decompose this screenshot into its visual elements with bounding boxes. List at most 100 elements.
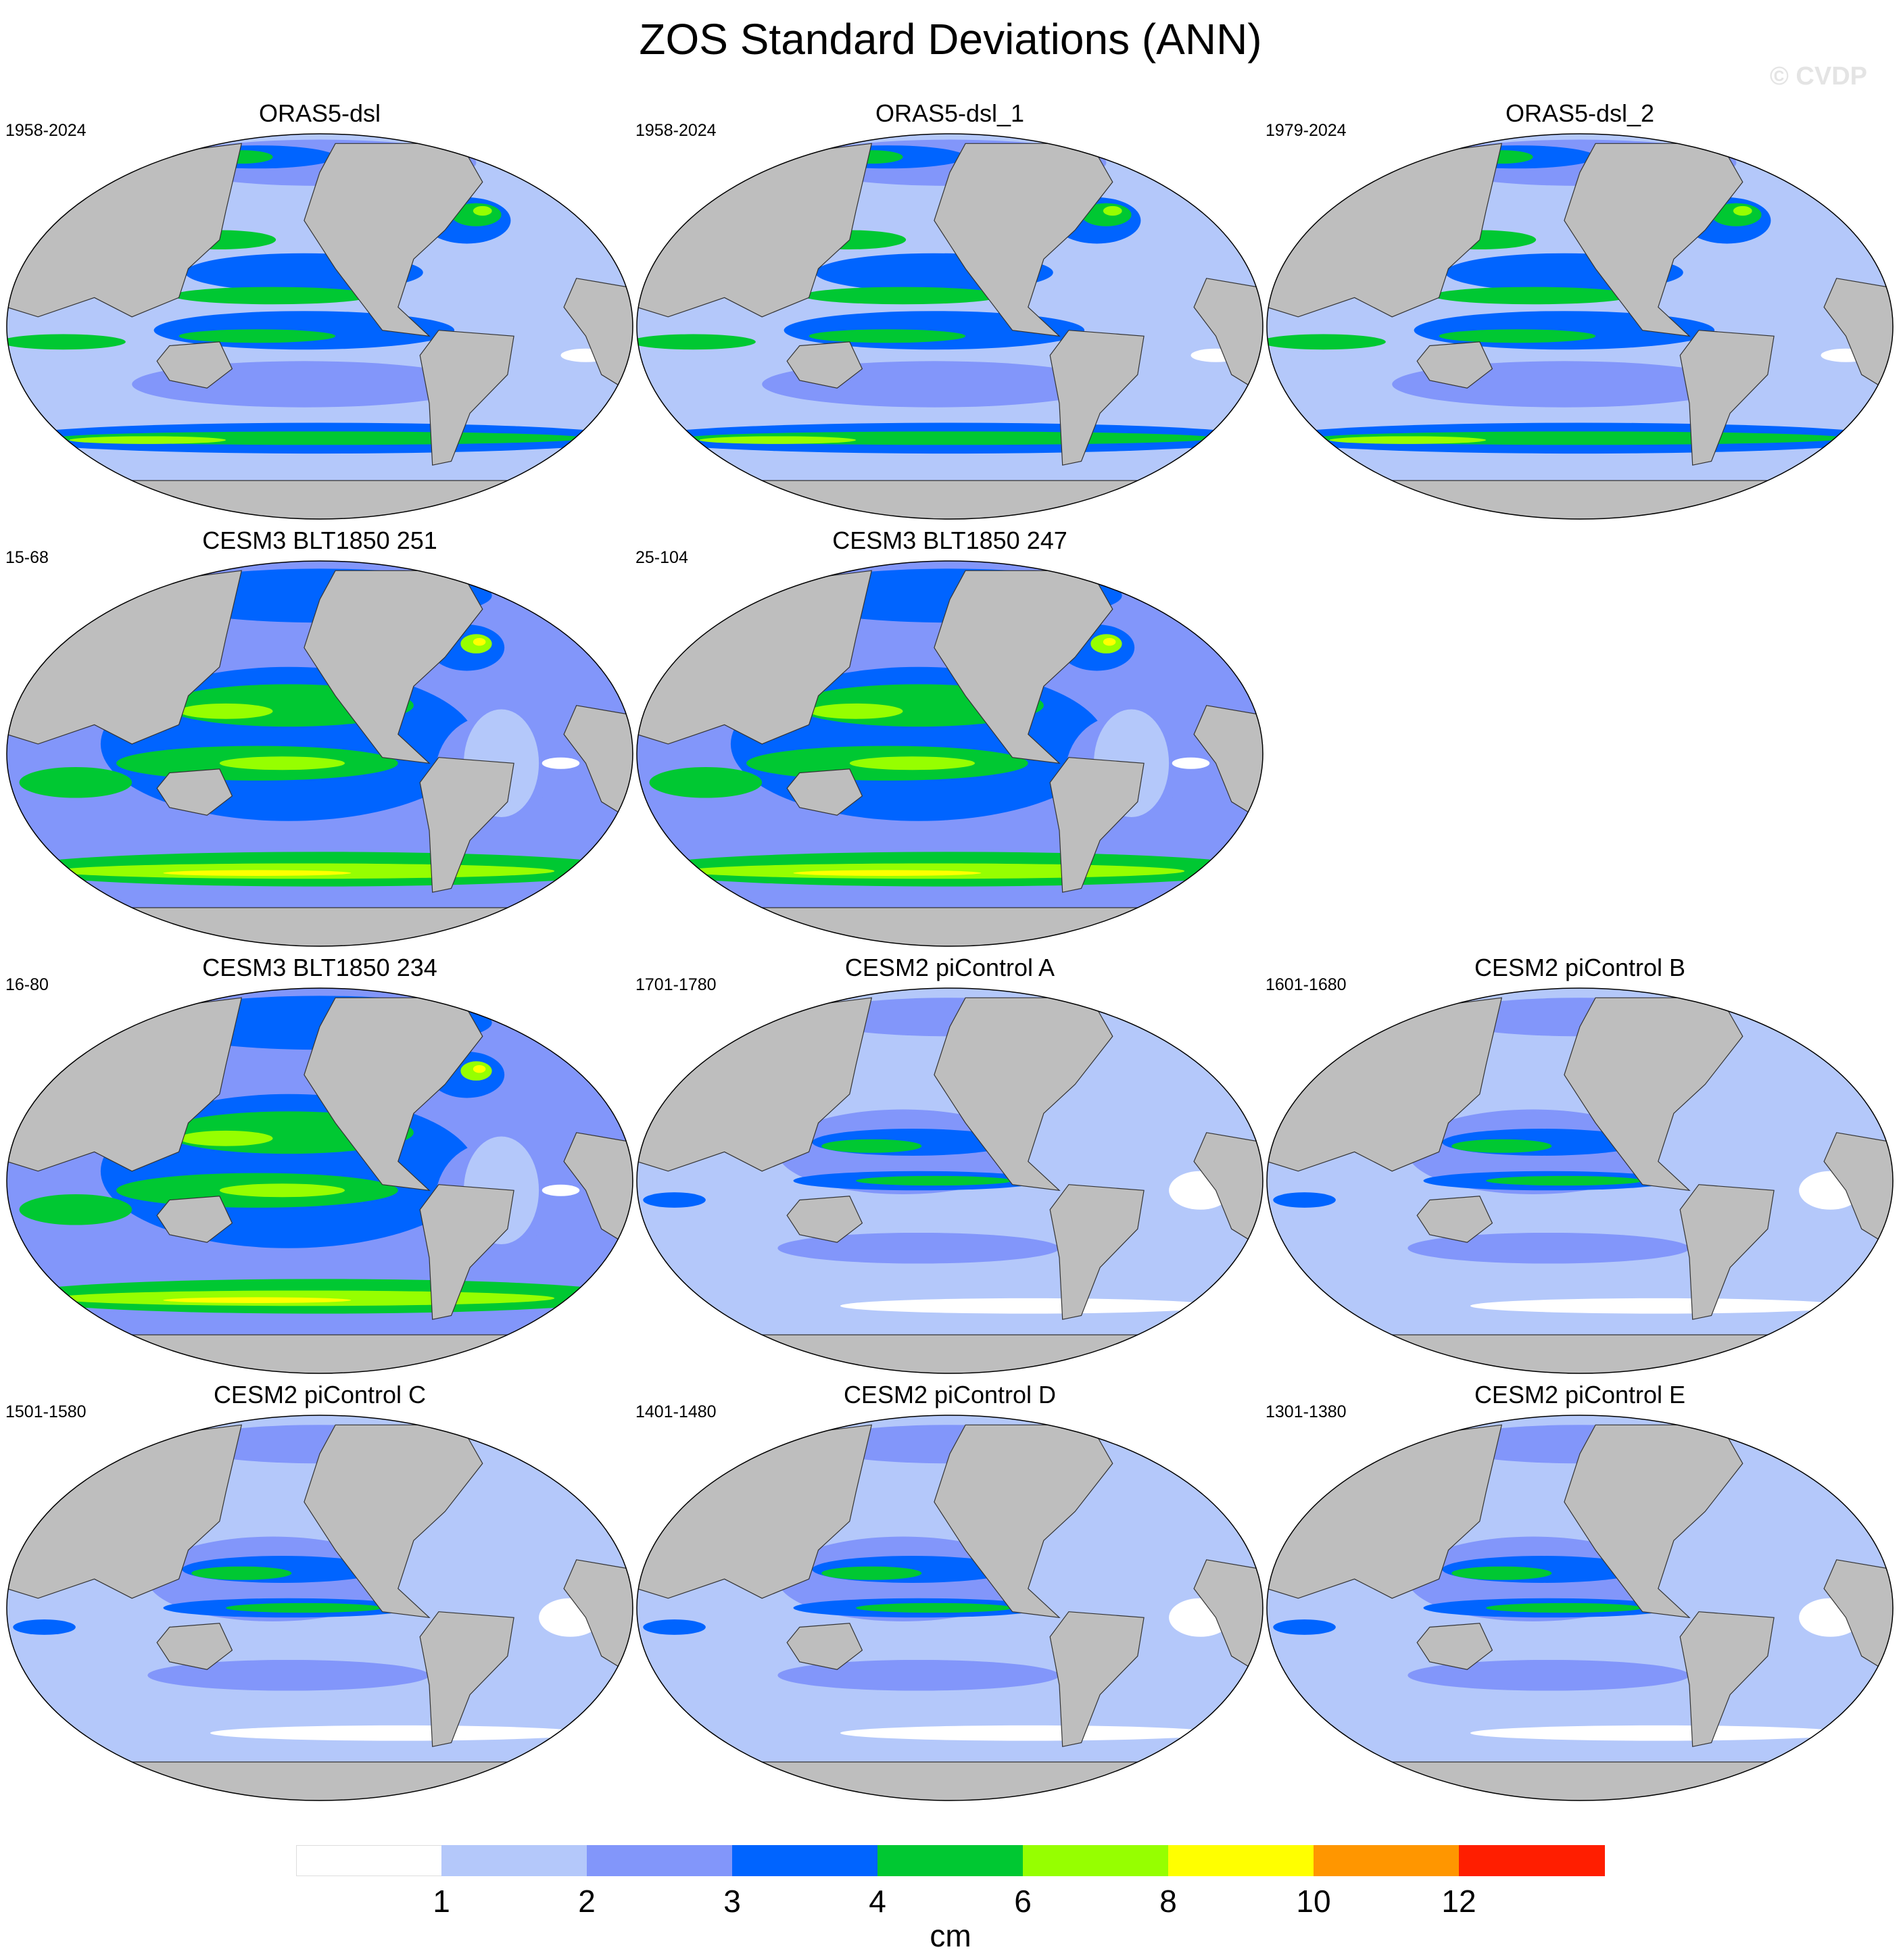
map-plot <box>6 133 633 520</box>
panel-years: 16-80 <box>5 975 49 994</box>
map-outline <box>636 560 1264 947</box>
colorbar-segment <box>441 1845 587 1876</box>
gulfstream-core <box>473 205 492 216</box>
north-america-land <box>304 1424 483 1619</box>
south-america-land <box>1049 757 1145 893</box>
panel-title: CESM2 piControl E <box>1474 1381 1686 1408</box>
south-america-land <box>419 1611 514 1747</box>
africa-land <box>1823 1559 1893 1676</box>
south-pacific-patch <box>1407 1232 1690 1264</box>
panel-title: CESM2 piControl C <box>213 1381 427 1408</box>
panel-title: CESM2 piControl B <box>1474 954 1686 981</box>
equatorial-core <box>219 756 345 770</box>
southern-ocean-core <box>163 1297 352 1303</box>
map-plot <box>6 560 633 947</box>
australia-land <box>156 1623 233 1670</box>
panel-title: CESM2 piControl A <box>844 954 1055 981</box>
panel-cesm2-picontrol-d: CESM2 piControl D 1401-1480 <box>635 1381 1264 1807</box>
panel-title: ORAS5-dsl_1 <box>875 99 1025 127</box>
panel-cesm2-picontrol-c: CESM2 piControl C 1501-1580 <box>5 1381 634 1807</box>
colorbar-segment <box>296 1845 442 1876</box>
colorbar-tick-label: 2 <box>578 1884 596 1919</box>
equatorial-core <box>1486 1602 1643 1613</box>
map-plot <box>1266 987 1894 1374</box>
antarctica-land <box>1267 480 1893 519</box>
map-plot <box>1266 133 1894 520</box>
equatorial-band <box>1433 287 1633 305</box>
panel-years: 1958-2024 <box>635 121 717 140</box>
colorbar-tick-label: 10 <box>1296 1884 1331 1919</box>
colorbar-tick-label: 8 <box>1159 1884 1177 1919</box>
indian-band <box>13 1619 76 1635</box>
panel-years: 1301-1380 <box>1266 1402 1347 1421</box>
panel-years: 1501-1580 <box>5 1402 87 1421</box>
panel-title: CESM3 BLT1850 247 <box>832 526 1067 554</box>
north-pacific-core <box>821 1139 922 1153</box>
north-america-land <box>304 997 483 1192</box>
australia-land <box>1416 1623 1493 1670</box>
indian-band <box>637 334 756 350</box>
panel-oras5-dsl: ORAS5-dsl 1958-2024 <box>5 99 634 526</box>
map-outline <box>1266 133 1894 520</box>
map-plot <box>636 560 1264 947</box>
low-variability-patch <box>1172 757 1210 769</box>
colorbar-tick-label: 3 <box>723 1884 741 1919</box>
north-america-land <box>1564 1424 1743 1619</box>
australia-land <box>1416 341 1493 389</box>
north-america-land <box>304 570 483 764</box>
antarctica-land <box>637 1334 1263 1373</box>
colorbar-segment <box>1023 1845 1169 1876</box>
indian-band <box>7 334 126 350</box>
australia-land <box>786 341 863 389</box>
north-pacific-core <box>178 1130 273 1146</box>
colorbar-segment <box>732 1845 878 1876</box>
panel-years: 1979-2024 <box>1266 121 1347 140</box>
antarctica-land <box>1267 1761 1893 1800</box>
indian-band <box>649 766 763 798</box>
low-variability-patch <box>1470 1298 1846 1314</box>
north-pacific-core <box>809 703 903 719</box>
north-america-land <box>1564 143 1743 337</box>
antarctica-land <box>7 907 633 946</box>
africa-land <box>1193 1132 1263 1249</box>
map-outline <box>6 133 633 520</box>
africa-land <box>563 278 633 395</box>
low-variability-patch <box>840 1298 1216 1314</box>
south-america-land <box>1679 330 1775 466</box>
south-america-land <box>419 1184 514 1320</box>
colorbar-tick-label: 12 <box>1441 1884 1476 1919</box>
australia-land <box>786 1623 863 1670</box>
north-america-land <box>934 570 1113 764</box>
equatorial-core <box>219 1183 345 1198</box>
panel-years: 1601-1680 <box>1266 975 1347 994</box>
north-america-land <box>304 143 483 337</box>
panel-oras5-dsl-2: ORAS5-dsl_2 1979-2024 <box>1266 99 1894 526</box>
southern-ocean-core <box>1329 436 1487 444</box>
map-plot <box>6 1415 633 1801</box>
panel-years: 1958-2024 <box>5 121 87 140</box>
north-pacific-core <box>191 1566 292 1580</box>
map-outline <box>1266 987 1894 1374</box>
map-plot <box>636 1415 1264 1801</box>
north-america-land <box>934 143 1113 337</box>
colorbar-segment <box>1168 1845 1314 1876</box>
africa-land <box>1193 278 1263 395</box>
panel-title: CESM2 piControl D <box>843 1381 1057 1408</box>
panel-cesm3-blt1850-234: CESM3 BLT1850 234 16-80 <box>5 954 634 1380</box>
equatorial-core <box>849 756 976 770</box>
colorbar-tick-label: 1 <box>433 1884 450 1919</box>
australia-land <box>786 1196 863 1243</box>
north-pacific-core <box>821 1566 922 1580</box>
panel-cesm3-blt1850-247: CESM3 BLT1850 247 25-104 <box>635 526 1264 953</box>
panel-cesm2-picontrol-e: CESM2 piControl E 1301-1380 <box>1266 1381 1894 1807</box>
south-america-land <box>419 330 514 466</box>
map-plot <box>636 987 1264 1374</box>
equatorial-band <box>802 287 1003 305</box>
south-pacific-patch <box>777 1232 1060 1264</box>
north-america-land <box>934 1424 1113 1619</box>
australia-land <box>156 1196 233 1243</box>
panel-years: 15-68 <box>5 548 49 567</box>
map-outline <box>6 987 633 1374</box>
equatorial-core <box>226 1602 383 1613</box>
antarctica-land <box>637 1761 1263 1800</box>
